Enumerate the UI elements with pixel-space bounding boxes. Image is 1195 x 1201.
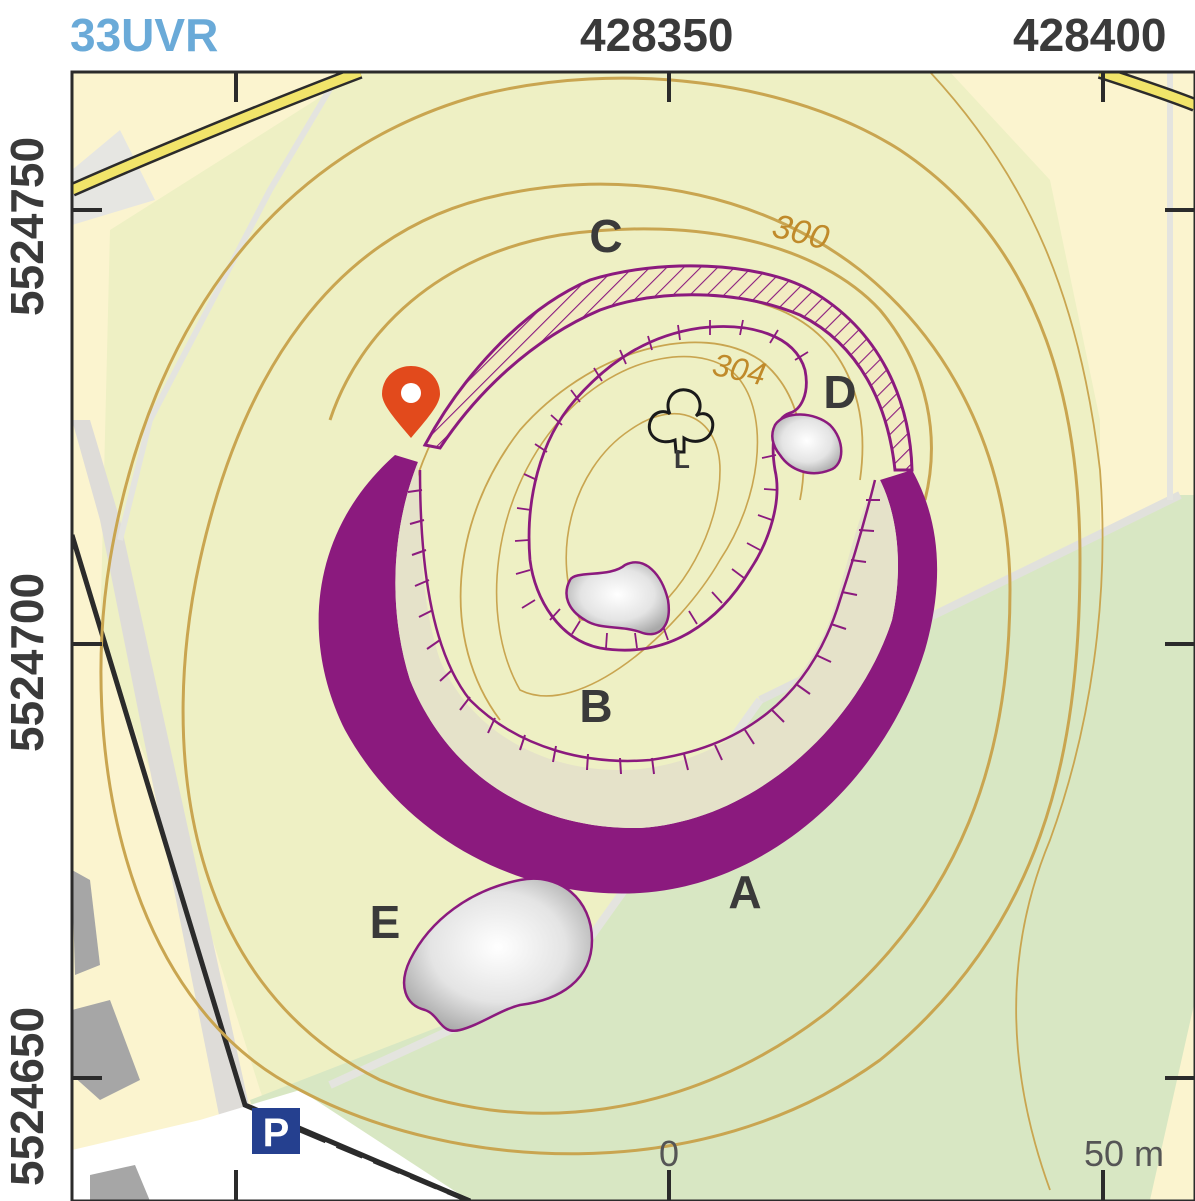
map-frame: [70, 70, 1195, 1201]
label-e: E: [370, 896, 401, 948]
northing-label-2: 5524700: [1, 572, 53, 752]
label-d: D: [823, 366, 856, 418]
parking-icon: P: [252, 1108, 300, 1155]
grid-zone-label: 33UVR: [70, 9, 219, 61]
easting-label-2: 428400: [1013, 9, 1167, 61]
easting-label-1: 428350: [580, 9, 734, 61]
inner-ditch: [395, 462, 899, 829]
northing-label-3: 5524650: [1, 1006, 53, 1186]
rampart-c: [422, 264, 914, 472]
plateau-edge: [527, 325, 808, 652]
label-c: C: [589, 210, 622, 262]
label-a: A: [728, 866, 761, 918]
tree-symbol-label: L: [674, 444, 690, 474]
scale-start-label: 0: [659, 1133, 679, 1174]
building: [90, 1165, 150, 1201]
rim-b: [418, 469, 877, 763]
rock-outcrop-e: [402, 877, 594, 1033]
rampart-a: [318, 455, 938, 894]
building: [72, 1000, 140, 1100]
rock-outcrop-d: [771, 413, 843, 475]
rock-outcrop: [565, 561, 671, 636]
svg-text:P: P: [263, 1111, 290, 1155]
scale-end-label: 50 m: [1084, 1133, 1164, 1174]
tree-icon: [647, 388, 715, 454]
location-pin-icon[interactable]: [382, 366, 440, 438]
building: [72, 870, 100, 975]
northing-label-1: 5524750: [1, 136, 53, 316]
label-b: B: [579, 680, 612, 732]
main-road: [72, 72, 362, 195]
